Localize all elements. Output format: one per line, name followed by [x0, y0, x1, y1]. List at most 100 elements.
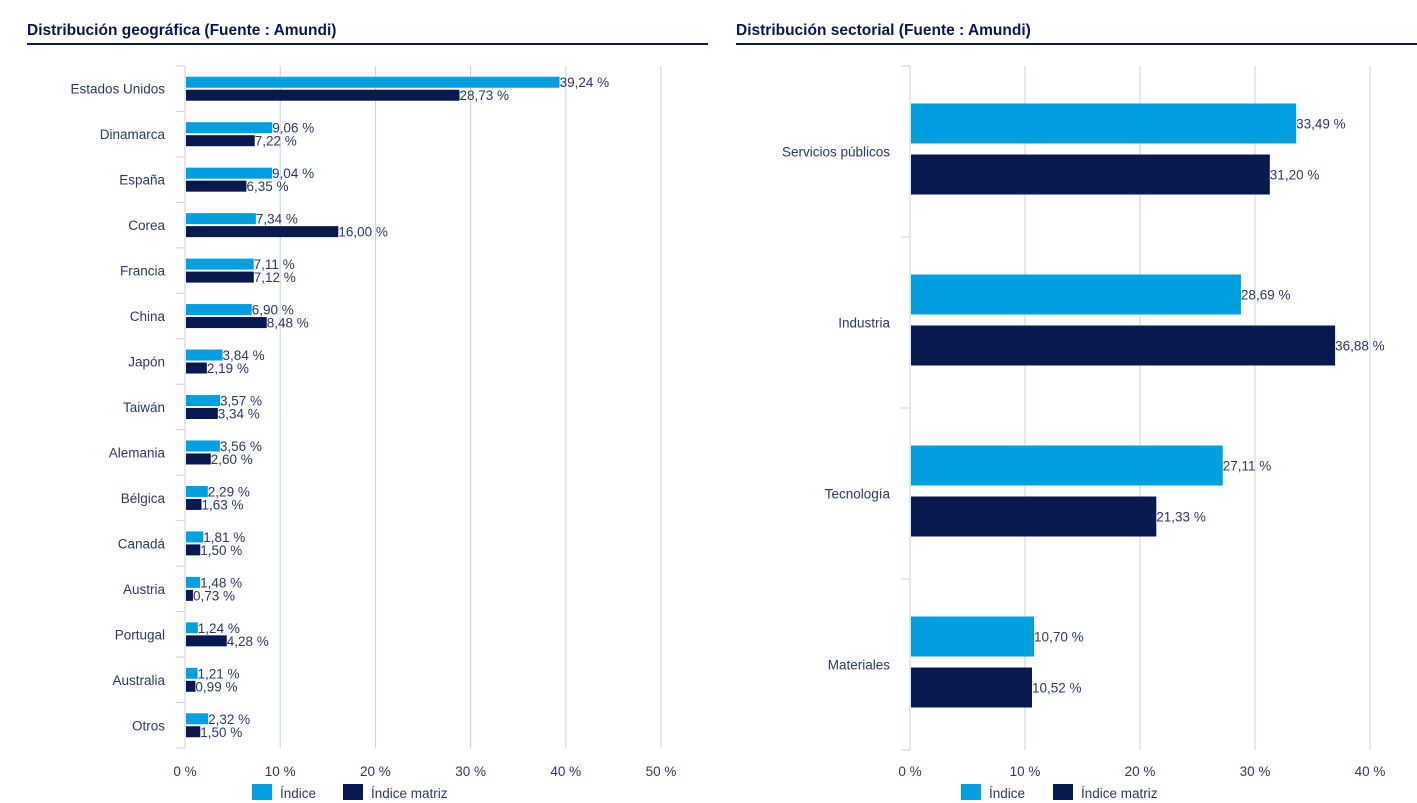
data-label: 7,11 %: [254, 257, 295, 272]
data-label: 21,33 %: [1156, 510, 1206, 525]
bar-indice: [186, 485, 208, 497]
x-tick-label: 20 %: [360, 764, 391, 779]
legend-label: Índice: [989, 786, 1025, 801]
bar-indice: [186, 531, 204, 543]
bar-indice-matriz: [186, 408, 218, 419]
bar-indice: [186, 622, 198, 634]
bar-indice: [186, 122, 273, 134]
data-label: 6,90 %: [252, 303, 294, 318]
x-tick-label: 30 %: [455, 764, 486, 779]
data-label: 10,70 %: [1034, 630, 1084, 645]
legend-swatch: [252, 784, 272, 800]
data-label: 16,00 %: [338, 225, 388, 240]
data-label: 2,60 %: [211, 452, 253, 467]
data-label: 1,48 %: [200, 575, 242, 590]
legend-label: Índice matriz: [1081, 786, 1158, 801]
x-tick-label: 0 %: [173, 764, 196, 779]
data-label: 3,56 %: [220, 439, 262, 454]
data-label: 28,73 %: [460, 88, 510, 103]
bar-indice-matriz: [186, 453, 211, 465]
data-label: 2,32 %: [208, 712, 250, 727]
bar-indice: [186, 576, 201, 588]
bar-indice: [186, 667, 198, 679]
category-label: Dinamarca: [100, 127, 166, 142]
x-tick-label: 40 %: [1355, 764, 1386, 779]
geo-chart: 0 % 10 % 20 % 30 % 40 % 50 % Estados Unidos 39,…: [70, 65, 677, 801]
x-tick-label: 10 %: [1010, 764, 1041, 779]
data-label: 2,19 %: [207, 361, 249, 376]
data-label: 27,11 %: [1223, 459, 1272, 474]
bar-indice-matriz: [186, 362, 207, 374]
bar-indice: [911, 445, 1223, 486]
data-label: 4,28 %: [227, 634, 269, 649]
bar-indice-matriz: [186, 271, 254, 283]
data-label: 1,50 %: [200, 543, 242, 558]
data-label: 2,29 %: [208, 484, 250, 499]
category-label: Servicios públicos: [782, 145, 890, 160]
bar-indice-matriz: [186, 544, 201, 556]
x-tick-label: 40 %: [550, 764, 581, 779]
x-tick-label: 0 %: [898, 764, 921, 779]
data-label: 3,84 %: [223, 348, 265, 363]
category-label: Taiwán: [123, 400, 165, 415]
category-label: Bélgica: [121, 491, 166, 506]
bar-indice-matriz: [186, 135, 255, 147]
bar-indice-matriz: [186, 726, 201, 738]
data-label: 9,04 %: [272, 166, 314, 181]
category-label: Materiales: [828, 658, 891, 673]
category-label: Corea: [128, 218, 165, 233]
category-label: Australia: [112, 673, 165, 688]
data-label: 39,24 %: [560, 75, 610, 90]
x-tick-label: 30 %: [1240, 764, 1271, 779]
bar-indice: [911, 274, 1241, 315]
category-label: Canadá: [118, 536, 166, 551]
bar-indice-matriz: [186, 317, 267, 329]
category-label: China: [130, 309, 166, 324]
data-label: 1,21 %: [198, 666, 240, 681]
bar-indice-matriz: [186, 635, 227, 647]
category-label: España: [119, 173, 165, 188]
data-label: 10,52 %: [1032, 681, 1082, 696]
legend-label: Índice matriz: [371, 786, 448, 801]
data-label: 0,99 %: [195, 679, 237, 694]
data-label: 3,57 %: [220, 394, 262, 409]
bar-indice: [186, 213, 256, 225]
legend-swatch: [961, 784, 981, 800]
data-label: 9,06 %: [272, 121, 314, 136]
data-label: 8,48 %: [267, 316, 309, 331]
bar-indice-matriz: [911, 496, 1157, 537]
bar-indice: [911, 103, 1297, 144]
category-label: Industria: [838, 316, 890, 331]
data-label: 1,50 %: [200, 725, 242, 740]
bar-indice-matriz: [911, 325, 1336, 366]
data-label: 33,49 %: [1296, 117, 1346, 132]
data-label: 36,88 %: [1335, 339, 1385, 354]
x-tick-label: 50 %: [646, 764, 677, 779]
bar-indice: [911, 616, 1035, 657]
data-label: 31,20 %: [1270, 168, 1320, 183]
category-label: Otros: [132, 718, 165, 733]
bar-indice-matriz: [186, 589, 193, 601]
bar-indice: [186, 304, 252, 316]
bar-indice-matriz: [911, 154, 1270, 195]
bar-indice: [186, 349, 223, 361]
sector-chart-title: Distribución sectorial (Fuente : Amundi): [736, 22, 1417, 45]
bar-indice-matriz: [186, 89, 460, 101]
data-label: 7,12 %: [254, 270, 296, 285]
category-label: Alemania: [109, 445, 166, 460]
bar-indice: [186, 167, 273, 179]
bar-indice: [186, 395, 220, 406]
data-label: 1,81 %: [203, 530, 245, 545]
data-label: 6,35 %: [246, 179, 288, 194]
category-label: Tecnología: [825, 487, 891, 502]
bar-indice: [186, 258, 254, 270]
bar-indice-matriz: [186, 226, 339, 238]
category-label: Francia: [120, 264, 166, 279]
geo-chart-title: Distribución geográfica (Fuente : Amundi…: [27, 22, 708, 45]
data-label: 7,22 %: [255, 134, 297, 149]
bar-indice-matriz: [911, 667, 1032, 708]
data-label: 3,34 %: [218, 407, 260, 422]
x-tick-label: 10 %: [265, 764, 296, 779]
bar-indice-matriz: [186, 180, 247, 192]
